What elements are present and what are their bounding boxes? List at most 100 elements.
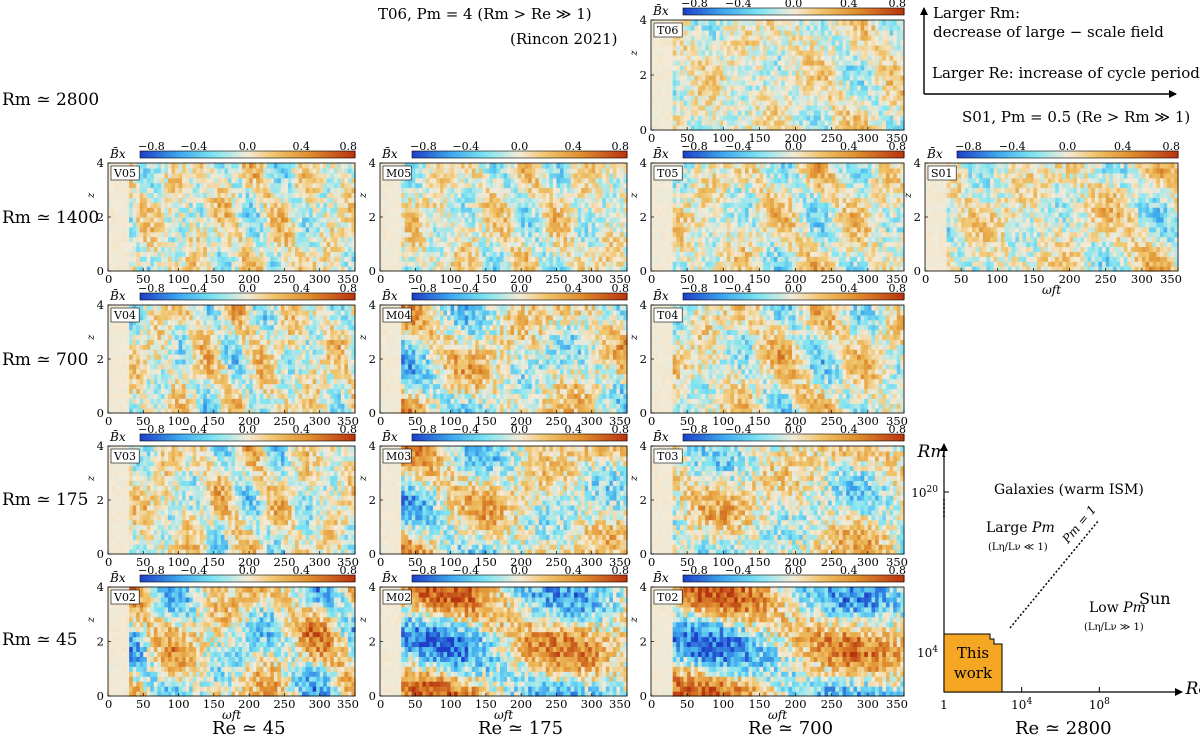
y-tick-label: 2 xyxy=(640,210,647,224)
low-pm-label: Low Pm xyxy=(1089,600,1146,616)
colorbar-tick-label: 0.0 xyxy=(511,140,529,153)
inset-y-tick-label: 104 xyxy=(917,645,938,660)
x-tick-label: 300 xyxy=(857,131,879,145)
colorbar-tick-label: 0.4 xyxy=(840,564,858,577)
panel-tag: T04 xyxy=(657,309,678,322)
y-tick-label: 4 xyxy=(640,13,647,27)
y-tick-label: 4 xyxy=(369,298,376,312)
y-tick-label: 2 xyxy=(97,635,104,649)
panel-tag: T02 xyxy=(657,591,678,604)
colorbar-tick-label: 0.8 xyxy=(612,423,630,436)
colorbar-tick-label: −0.8 xyxy=(138,564,165,577)
colorbar-tick-label: 0.4 xyxy=(293,140,311,153)
heatmap-cells xyxy=(108,446,356,555)
colorbar-tick-label: −0.8 xyxy=(681,564,708,577)
colorbar-label: B̄x xyxy=(652,288,669,303)
colorbar-tick-label: 0.0 xyxy=(239,140,257,153)
panel-tag: S01 xyxy=(931,167,953,180)
colorbar-tick-label: 0.0 xyxy=(785,423,803,436)
figure-canvas: B̄x−0.8 −0.4 0.0 0.4 0.8T060 50 100 150 200 250 30… xyxy=(0,0,1200,740)
heatmap-cells xyxy=(651,446,905,555)
y-tick-label: 2 xyxy=(640,493,647,507)
colorbar-tick-label: −0.4 xyxy=(180,140,207,153)
y-tick-label: 4 xyxy=(97,580,104,594)
heatmap-cells xyxy=(108,587,356,697)
x-tick-label: 300 xyxy=(857,697,879,711)
pm-equals-1-label: Pm = 1 xyxy=(1059,503,1099,547)
y-tick-label: 0 xyxy=(369,264,376,278)
y-axis-label: z xyxy=(86,192,97,199)
colorbar-tick-label: −0.8 xyxy=(681,423,708,436)
y-axis-label: z xyxy=(629,192,640,199)
y-tick-label: 4 xyxy=(640,298,647,312)
x-tick-label: 200 xyxy=(510,697,532,711)
heatmap-cells xyxy=(108,305,356,414)
colorbar-tick-label: −0.8 xyxy=(410,282,437,295)
colorbar-tick-label: −0.4 xyxy=(452,140,479,153)
colorbar-tick-label: −0.8 xyxy=(138,423,165,436)
colorbar-tick-label: 0.4 xyxy=(840,282,858,295)
large-pm-sublabel: (Lη/Lν ≪ 1) xyxy=(988,542,1048,553)
colorbar-tick-label: 0.8 xyxy=(340,140,358,153)
x-tick-label: 0 xyxy=(105,414,112,428)
y-tick-label: 2 xyxy=(640,68,647,82)
x-tick-label: 250 xyxy=(821,697,843,711)
colorbar-label: B̄x xyxy=(381,288,398,303)
x-tick-label: 0 xyxy=(648,555,655,569)
y-axis-label: z xyxy=(629,475,640,482)
x-axis-label: ωft xyxy=(768,708,787,722)
heatmap-cells xyxy=(651,587,905,697)
colorbar-label: B̄x xyxy=(652,570,669,585)
colorbar-tick-label: −0.4 xyxy=(725,423,752,436)
colorbar-tick-label: −0.4 xyxy=(999,140,1026,153)
colorbar-tick-label: 0.4 xyxy=(565,423,583,436)
y-tick-label: 2 xyxy=(640,352,647,366)
colorbar-tick-label: 0.0 xyxy=(239,423,257,436)
x-tick-label: 350 xyxy=(886,697,908,711)
colorbar-label: B̄x xyxy=(381,146,398,161)
y-tick-label: 4 xyxy=(97,156,104,170)
colorbar-tick-label: 0.4 xyxy=(293,564,311,577)
x-axis-label: ωft xyxy=(494,708,513,722)
x-tick-label: 200 xyxy=(785,697,807,711)
colorbar-label: B̄x xyxy=(381,429,398,444)
x-tick-label: 300 xyxy=(857,414,879,428)
y-tick-label: 0 xyxy=(640,547,647,561)
colorbar-tick-label: 0.0 xyxy=(239,282,257,295)
heatmap-cells xyxy=(380,305,628,414)
colorbar-tick-label: 0.0 xyxy=(785,140,803,153)
x-tick-label: 0 xyxy=(105,697,112,711)
y-axis-label: z xyxy=(86,334,97,341)
heatmap-cells xyxy=(380,587,628,697)
colorbar-tick-label: 0.0 xyxy=(1059,140,1077,153)
colorbar-tick-label: −0.8 xyxy=(681,282,708,295)
colorbar-label: B̄x xyxy=(109,570,126,585)
colorbar-tick-label: −0.4 xyxy=(725,140,752,153)
colorbar-tick-label: 0.4 xyxy=(840,423,858,436)
x-tick-label: 250 xyxy=(1095,272,1117,286)
y-tick-label: 4 xyxy=(97,439,104,453)
heatmap-cells xyxy=(651,305,905,414)
x-axis-label: ωft xyxy=(1042,283,1061,297)
panel-tag: M03 xyxy=(386,450,411,463)
colorbar-tick-label: −0.8 xyxy=(410,140,437,153)
x-tick-label: 0 xyxy=(648,697,655,711)
re-axis-label: Re xyxy=(1185,679,1200,699)
x-tick-label: 100 xyxy=(168,697,190,711)
colorbar-tick-label: 0.4 xyxy=(565,140,583,153)
y-tick-label: 4 xyxy=(640,439,647,453)
x-tick-label: 0 xyxy=(377,414,384,428)
colorbar-tick-label: −0.8 xyxy=(410,423,437,436)
y-tick-label: 4 xyxy=(640,580,647,594)
y-tick-label: 2 xyxy=(97,352,104,366)
x-tick-label: 0 xyxy=(648,414,655,428)
x-tick-label: 0 xyxy=(922,272,929,286)
x-axis-label: ωft xyxy=(222,708,241,722)
colorbar-tick-label: 0.4 xyxy=(840,0,858,10)
parameter-space-inset: RmRe11041081041020ThisworkPm = 1Galaxies… xyxy=(911,442,1200,712)
